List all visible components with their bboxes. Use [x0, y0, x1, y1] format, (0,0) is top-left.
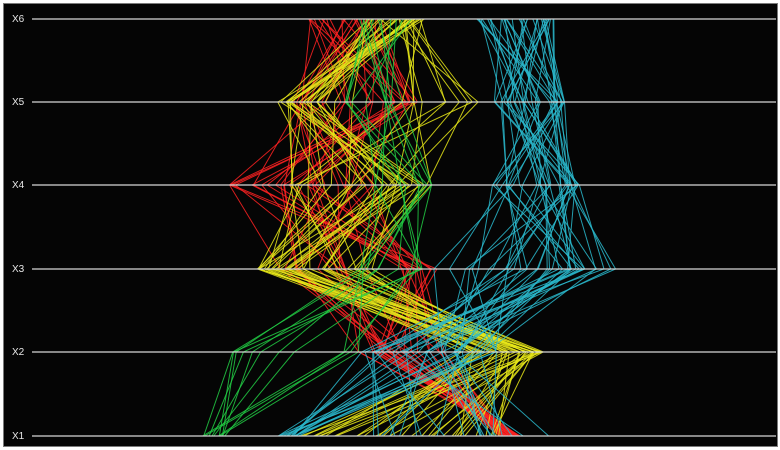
series-2-line-9: [221, 18, 429, 437]
series-2-line-11: [204, 18, 433, 437]
series-3-line-2: [278, 18, 552, 437]
series-1-line-23: [258, 18, 507, 437]
series-1-line-19: [319, 18, 511, 437]
series-0-line-24: [230, 18, 518, 437]
series-2-line-4: [213, 18, 422, 437]
series-2-line-2: [222, 18, 425, 437]
series-3-line-31: [423, 18, 617, 437]
series-3-line-1: [453, 18, 572, 437]
series-3-line-3: [291, 18, 560, 437]
series-3-line-36: [290, 18, 569, 437]
series-1-line-24: [270, 18, 534, 437]
parallel-coordinates-chart: X1 X2 X3 X4 X5 X6: [3, 3, 778, 447]
series-1-line-27: [300, 18, 541, 437]
series-3-line-7: [448, 18, 559, 437]
series-1-line-8: [257, 18, 535, 437]
series-0-line-22: [284, 18, 502, 437]
series-1-line-34: [323, 18, 540, 437]
axis-label-x6: X6: [12, 14, 25, 25]
series-3-line-35: [295, 18, 577, 437]
axis-label-x5: X5: [12, 97, 25, 108]
axis-label-x1: X1: [12, 431, 25, 442]
series-3-line-37: [372, 18, 576, 437]
series-2-line-8: [211, 18, 407, 437]
series-2-line-0: [202, 18, 404, 437]
series-3-line-34: [381, 18, 564, 437]
axis-layer: X1 X2 X3 X4 X5 X6: [12, 14, 776, 442]
series-1-line-28: [258, 18, 530, 437]
series-2-line-5: [219, 18, 433, 437]
series-3-line-32: [401, 18, 586, 437]
series-2-line-6: [218, 18, 419, 437]
series-3-line-21: [283, 18, 573, 437]
series-3-line-17: [429, 18, 580, 437]
series-2-line-3: [208, 18, 423, 437]
series-3-line-27: [294, 18, 538, 437]
series-3-line-33: [364, 18, 586, 437]
series-0-line-28: [317, 18, 501, 437]
axis-label-x2: X2: [12, 347, 25, 358]
series-3-line-18: [440, 18, 578, 437]
series-3-line-30: [453, 18, 565, 437]
series-3-line-13: [293, 18, 597, 437]
polyline-layer: [202, 18, 617, 437]
series-2-line-1: [203, 18, 387, 437]
chart-svg: X1 X2 X3 X4 X5 X6: [12, 14, 776, 442]
series-1-line-22: [279, 18, 544, 437]
series-3-line-26: [294, 18, 555, 437]
series-0-line-20: [228, 18, 506, 437]
series-0-line-23: [296, 18, 512, 437]
series-3-line-16: [287, 18, 571, 437]
series-2-line-10: [224, 18, 420, 437]
series-1-line-30: [274, 18, 499, 437]
axis-label-x4: X4: [12, 180, 25, 191]
series-0-line-16: [312, 18, 515, 437]
series-3-line-12: [389, 18, 571, 437]
series-1-line-18: [278, 18, 543, 437]
axis-label-x3: X3: [12, 264, 25, 275]
series-2-line-7: [218, 18, 423, 437]
